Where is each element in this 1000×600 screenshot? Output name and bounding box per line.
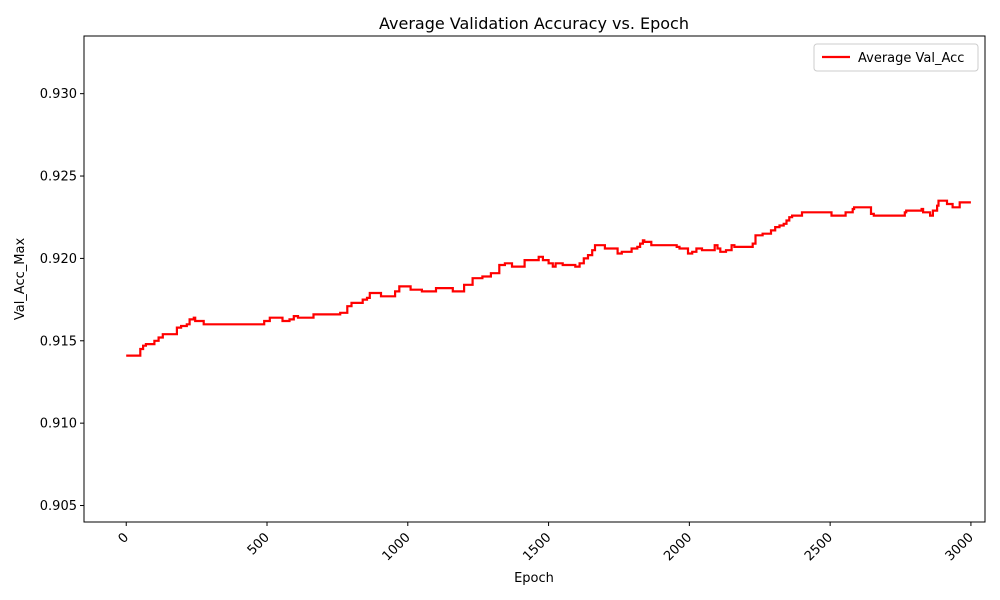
x-tick-label: 3000 — [943, 530, 977, 564]
x-tick-label: 2000 — [661, 530, 695, 564]
plot-frame — [83, 35, 986, 523]
x-tick-label: 500 — [245, 530, 273, 558]
x-tick-label: 1500 — [520, 530, 554, 564]
y-axis-label: Val_Acc_Max — [13, 238, 28, 321]
x-axis: 0 500 1000 1500 2000 2500 3000 — [116, 522, 977, 564]
legend: Average Val_Acc — [813, 43, 979, 72]
series-line-average-val-acc — [126, 199, 971, 357]
x-tick-label: 1000 — [380, 530, 414, 564]
chart-title: Average Validation Accuracy vs. Epoch — [379, 14, 689, 33]
legend-label-average-val-acc: Average Val_Acc — [858, 51, 964, 66]
y-axis: 0.905 0.910 0.915 0.920 0.925 0.930 — [40, 87, 84, 514]
legend-box — [813, 43, 979, 72]
x-axis-label: Epoch — [514, 571, 554, 586]
x-tick-label: 0 — [116, 530, 132, 546]
y-tick-label: 0.930 — [40, 87, 77, 102]
y-tick-label: 0.910 — [40, 417, 77, 432]
series-layer — [126, 199, 971, 357]
y-tick-label: 0.925 — [40, 170, 77, 185]
y-tick-label: 0.915 — [40, 334, 77, 349]
x-tick-label: 2500 — [802, 530, 836, 564]
y-tick-label: 0.920 — [40, 252, 77, 267]
y-tick-label: 0.905 — [40, 499, 77, 514]
